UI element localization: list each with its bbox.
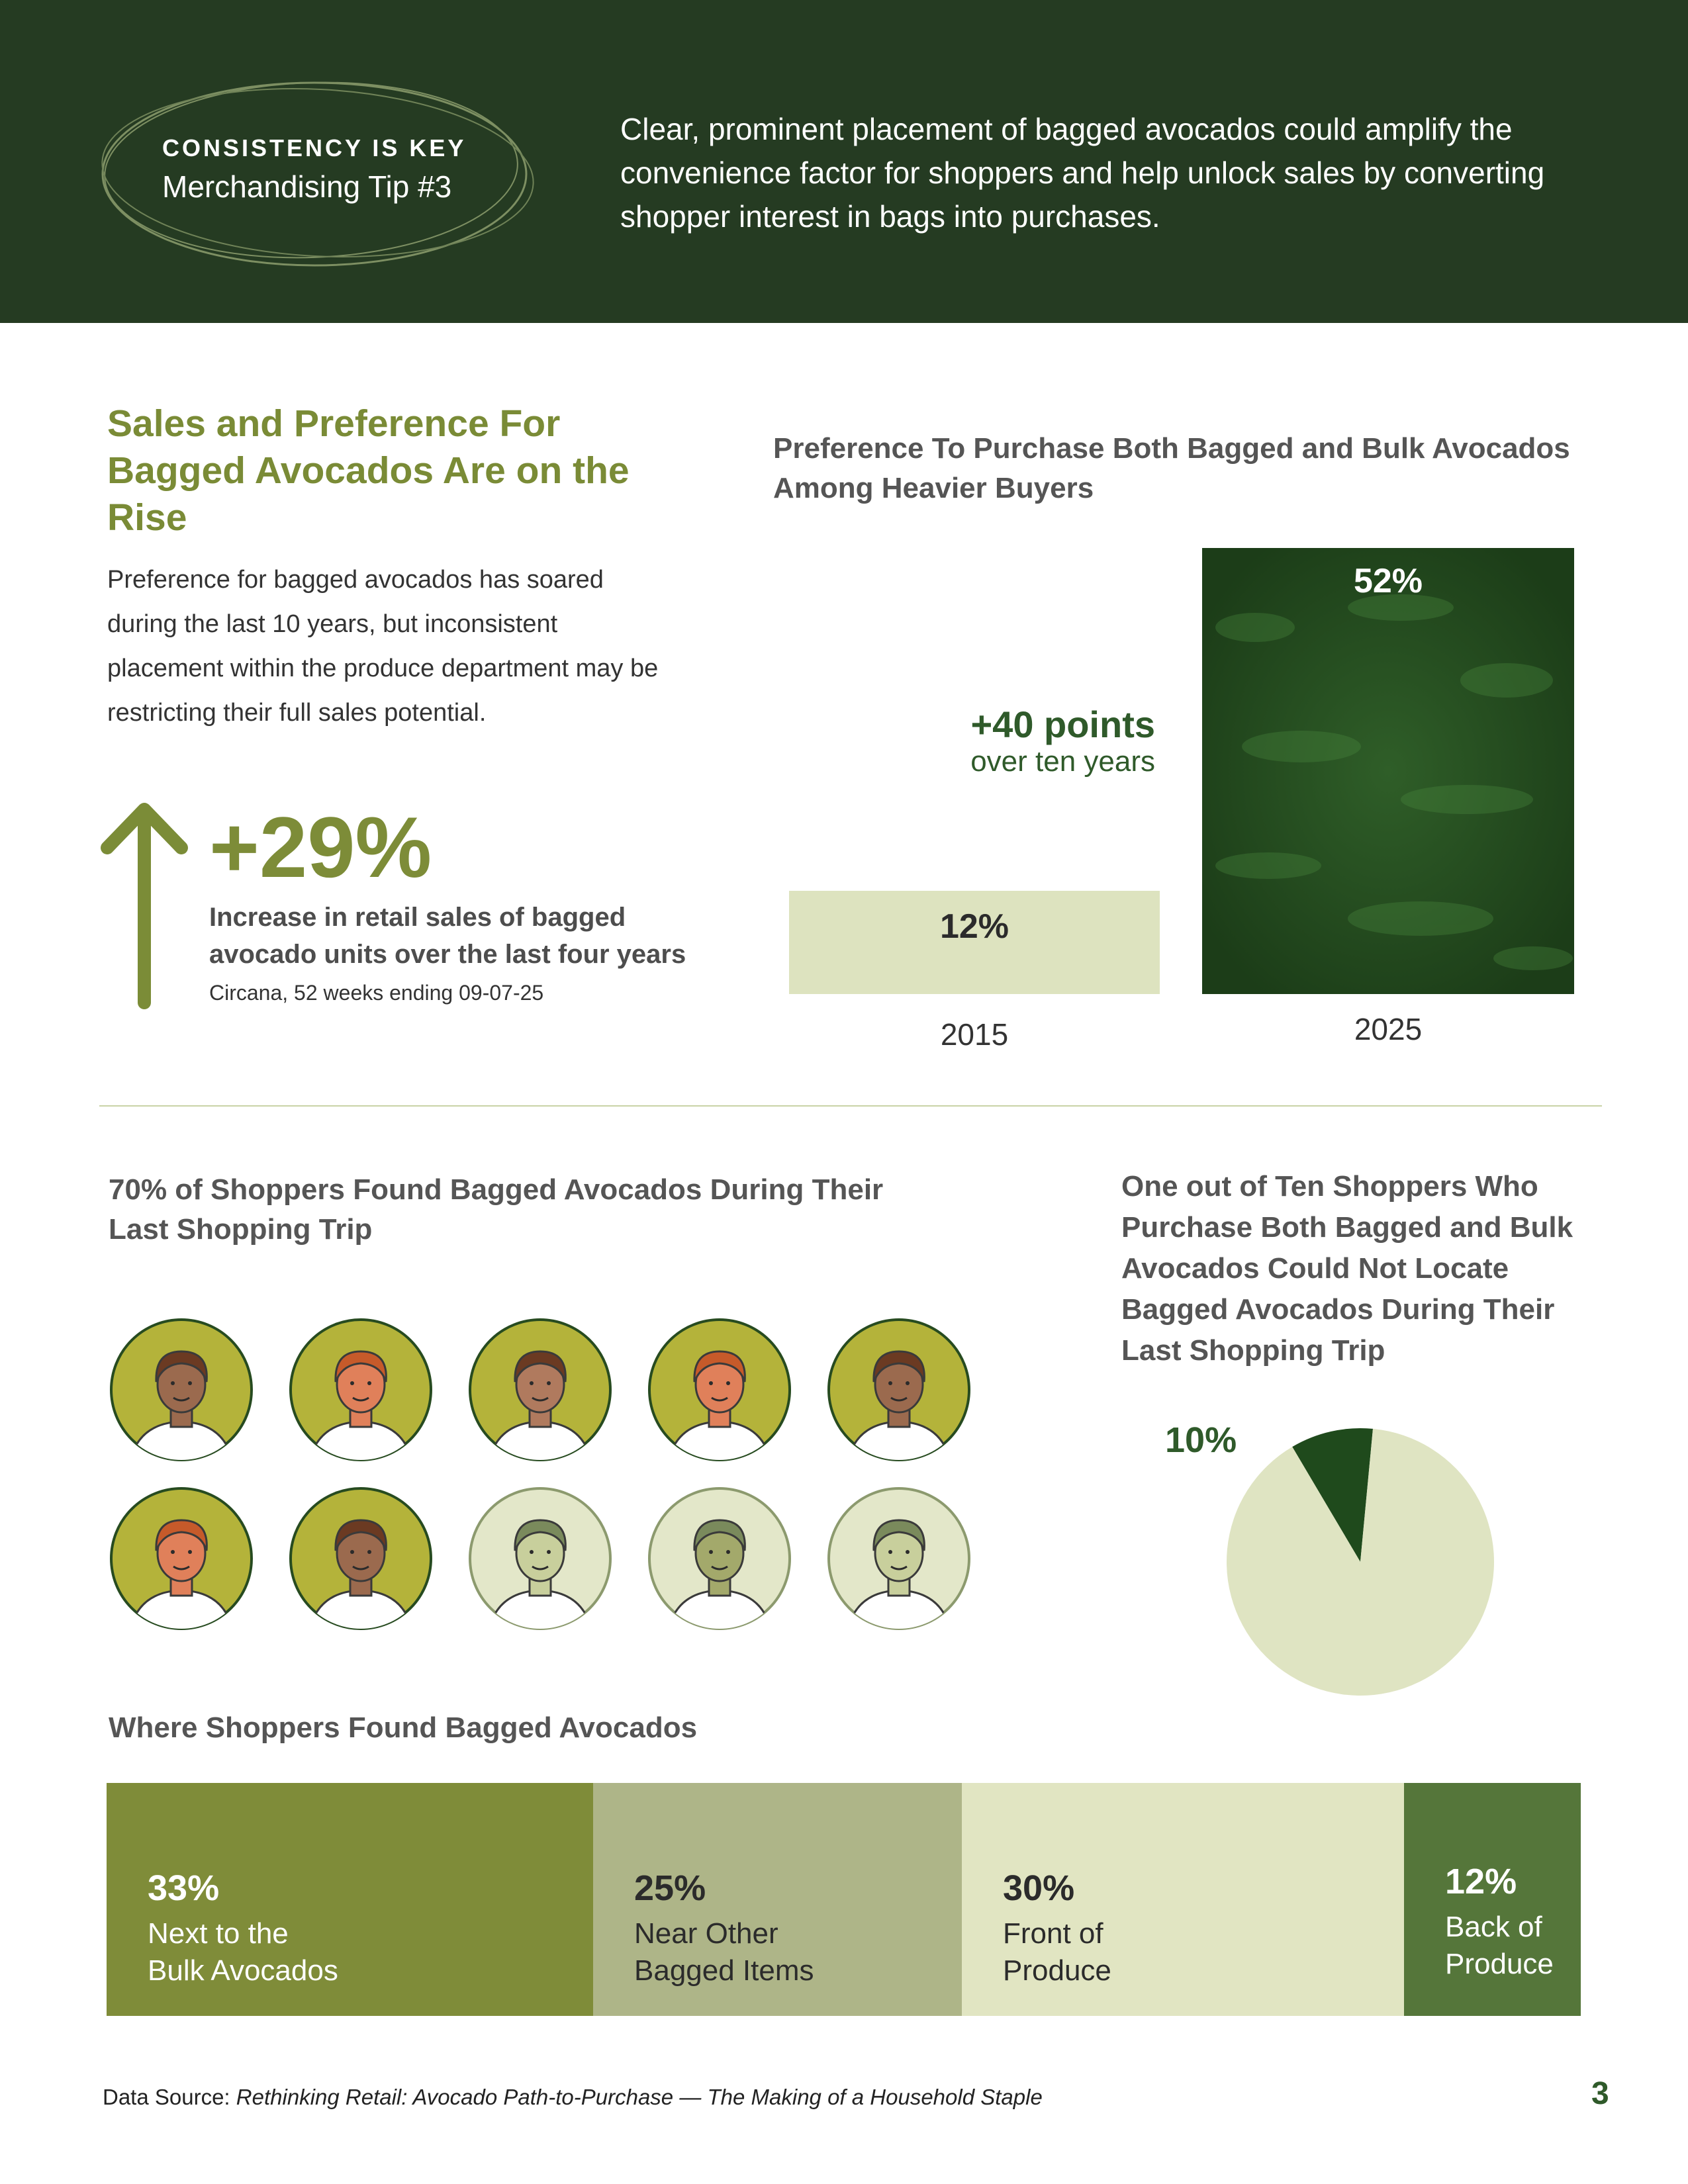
header-text: Clear, prominent placement of bagged avo… <box>620 112 1545 234</box>
bar-label-2015: 2015 <box>940 1017 1009 1052</box>
header-banner <box>0 0 1688 323</box>
stat-description: Increase in retail sales of bagged avoca… <box>209 903 686 969</box>
location-label-line: Produce <box>1445 1948 1554 1980</box>
location-label-line: Front of <box>1003 1917 1103 1950</box>
pie-slice-located <box>1227 1428 1494 1696</box>
section-body: Preference for bagged avocados has soare… <box>107 566 659 727</box>
footer-source-prefix: Data Source: <box>103 2085 236 2109</box>
location-segment: 12% Back of Produce <box>1404 1783 1581 2016</box>
shopper-avatar-icon <box>648 1487 791 1630</box>
footer-source-title: Rethinking Retail: Avocado Path-to-Purch… <box>236 2085 1043 2109</box>
badge-title: CONSISTENCY IS KEY <box>162 134 467 161</box>
shopper-avatar-icon <box>827 1318 970 1461</box>
stat-source: Circana, 52 weeks ending 09-07-25 <box>209 981 544 1005</box>
bar-2015 <box>789 891 1160 994</box>
locations-title: Where Shoppers Found Bagged Avocados <box>109 1711 698 1744</box>
location-percent: 33% <box>148 1868 220 1908</box>
location-label: Front of Produce <box>1003 1915 1111 1989</box>
location-percent: 30% <box>1003 1868 1075 1908</box>
footer-source: Data Source: Rethinking Retail: Avocado … <box>103 2085 1043 2110</box>
location-label: Back of Produce <box>1445 1909 1554 1983</box>
section-heading: Sales and Preference For Bagged Avocados… <box>107 402 630 539</box>
avocado-texture-icon <box>1202 548 1574 994</box>
chart-title: Preference To Purchase Both Bagged and B… <box>773 432 1570 504</box>
shopper-avatar-icon <box>827 1487 970 1630</box>
location-percent: 25% <box>634 1868 706 1908</box>
pie-highlight-label: 10% <box>1165 1420 1237 1460</box>
avatars-title: 70% of Shoppers Found Bagged Avocados Du… <box>109 1173 884 1246</box>
up-arrow-icon <box>101 803 188 1009</box>
shopper-avatar-icon <box>289 1318 432 1461</box>
bar-2025 <box>1202 548 1574 994</box>
shopper-avatar-icon <box>648 1318 791 1461</box>
shopper-avatar-icon <box>469 1487 612 1630</box>
change-annotation-sub: over ten years <box>970 745 1155 778</box>
stat-value: +29% <box>209 799 432 895</box>
location-label-line: Next to the <box>148 1917 289 1950</box>
location-label: Near Other Bagged Items <box>634 1915 814 1989</box>
bar-label-2025: 2025 <box>1354 1012 1423 1046</box>
location-label-line: Bulk Avocados <box>148 1954 338 1987</box>
badge-subtitle: Merchandising Tip #3 <box>162 169 452 204</box>
bar-value-2015: 12% <box>939 907 1009 946</box>
shopper-avatar-icon <box>289 1487 432 1630</box>
pie-chart <box>1227 1428 1494 1696</box>
badge-ellipse-icon <box>101 81 534 267</box>
shopper-avatar-icon <box>110 1487 253 1630</box>
bar-value-2025: 52% <box>1353 562 1423 600</box>
pie-slice-not-located <box>1292 1428 1374 1562</box>
location-segment: 33% Next to the Bulk Avocados <box>107 1783 593 2016</box>
location-label-line: Produce <box>1003 1954 1111 1987</box>
location-segment: 30% Front of Produce <box>962 1783 1404 2016</box>
shopper-avatar-icon <box>469 1318 612 1461</box>
pie-title: One out of Ten Shoppers Who Purchase Bot… <box>1121 1170 1573 1367</box>
location-label: Next to the Bulk Avocados <box>148 1915 338 1989</box>
location-label-line: Back of <box>1445 1911 1542 1943</box>
location-label-line: Bagged Items <box>634 1954 814 1987</box>
location-percent: 12% <box>1445 1862 1517 1901</box>
location-label-line: Near Other <box>634 1917 778 1950</box>
change-annotation: +40 points <box>970 704 1155 745</box>
section-divider <box>99 1105 1602 1107</box>
shopper-avatar-icon <box>110 1318 253 1461</box>
location-segment: 25% Near Other Bagged Items <box>593 1783 962 2016</box>
page-number: 3 <box>1591 2076 1609 2111</box>
